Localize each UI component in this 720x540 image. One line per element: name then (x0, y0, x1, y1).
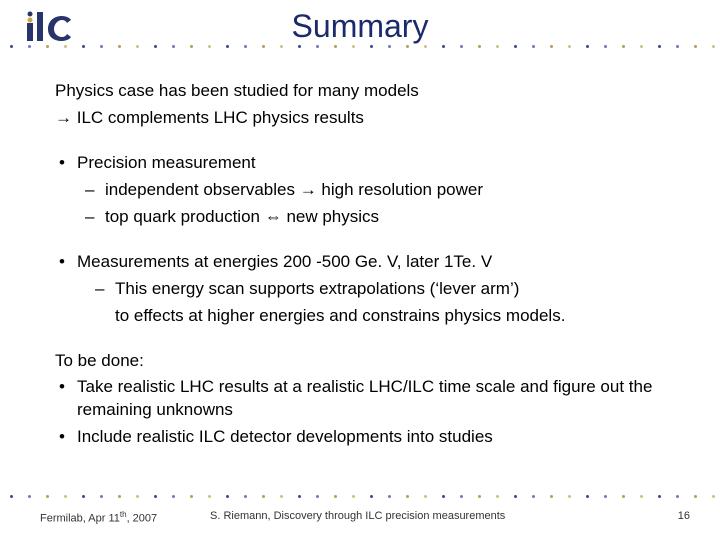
intro-line2: → ILC complements LHC physics results (55, 107, 675, 130)
intro-line1: Physics case has been studied for many m… (55, 80, 675, 103)
bullet-energies: Measurements at energies 200 -500 Ge. V,… (55, 251, 675, 274)
bullet-precision: Precision measurement (55, 152, 675, 175)
todo-item1: Take realistic LHC results at a realisti… (55, 376, 675, 422)
footer-page-number: 16 (678, 510, 690, 522)
bullet-precision-sub2: top quark production ⇔ new physics (55, 206, 675, 229)
footer-date-sup: th (120, 510, 127, 519)
bullet-energies-sub-a: This energy scan supports extrapolations… (55, 278, 675, 301)
todo-heading: To be done: (55, 350, 675, 373)
footer-date-pre: Fermilab, Apr 11 (40, 513, 120, 525)
footer-author: S. Riemann, Discovery through ILC precis… (210, 510, 505, 522)
slide-body: Physics case has been studied for many m… (55, 80, 675, 471)
todo-item2: Include realistic ILC detector developme… (55, 426, 675, 449)
slide-title: Summary (0, 8, 720, 45)
decorative-dots-bottom (0, 495, 720, 501)
footer-date-post: , 2007 (127, 513, 158, 525)
bullet-energies-sub-b: to effects at higher energies and constr… (55, 305, 675, 328)
footer-date: Fermilab, Apr 11th, 2007 (40, 510, 157, 525)
decorative-dots-top (0, 45, 720, 51)
bullet-precision-sub1: independent observables → high resolutio… (55, 179, 675, 202)
